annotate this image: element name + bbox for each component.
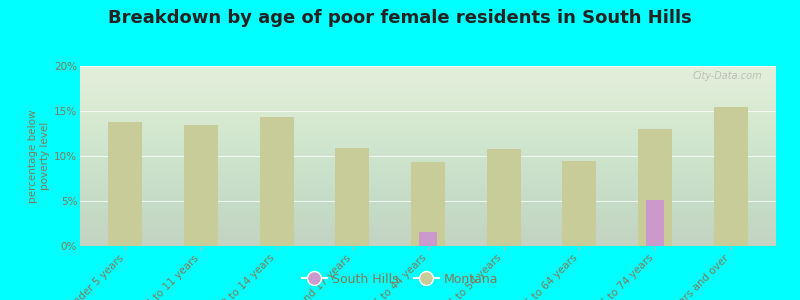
Bar [486, 149, 521, 246]
Legend: South Hills, Montana: South Hills, Montana [297, 268, 503, 291]
Bar [638, 129, 672, 246]
Y-axis label: percentage below
poverty level: percentage below poverty level [28, 109, 50, 203]
Text: Breakdown by age of poor female residents in South Hills: Breakdown by age of poor female resident… [108, 9, 692, 27]
Bar [418, 232, 438, 246]
Bar [335, 148, 370, 246]
Bar [411, 162, 445, 246]
Text: City-Data.com: City-Data.com [693, 71, 762, 81]
Bar [184, 124, 218, 246]
Bar [714, 107, 748, 246]
Bar [562, 161, 596, 246]
Bar [260, 117, 294, 246]
Bar [646, 200, 664, 246]
Bar [108, 122, 142, 246]
